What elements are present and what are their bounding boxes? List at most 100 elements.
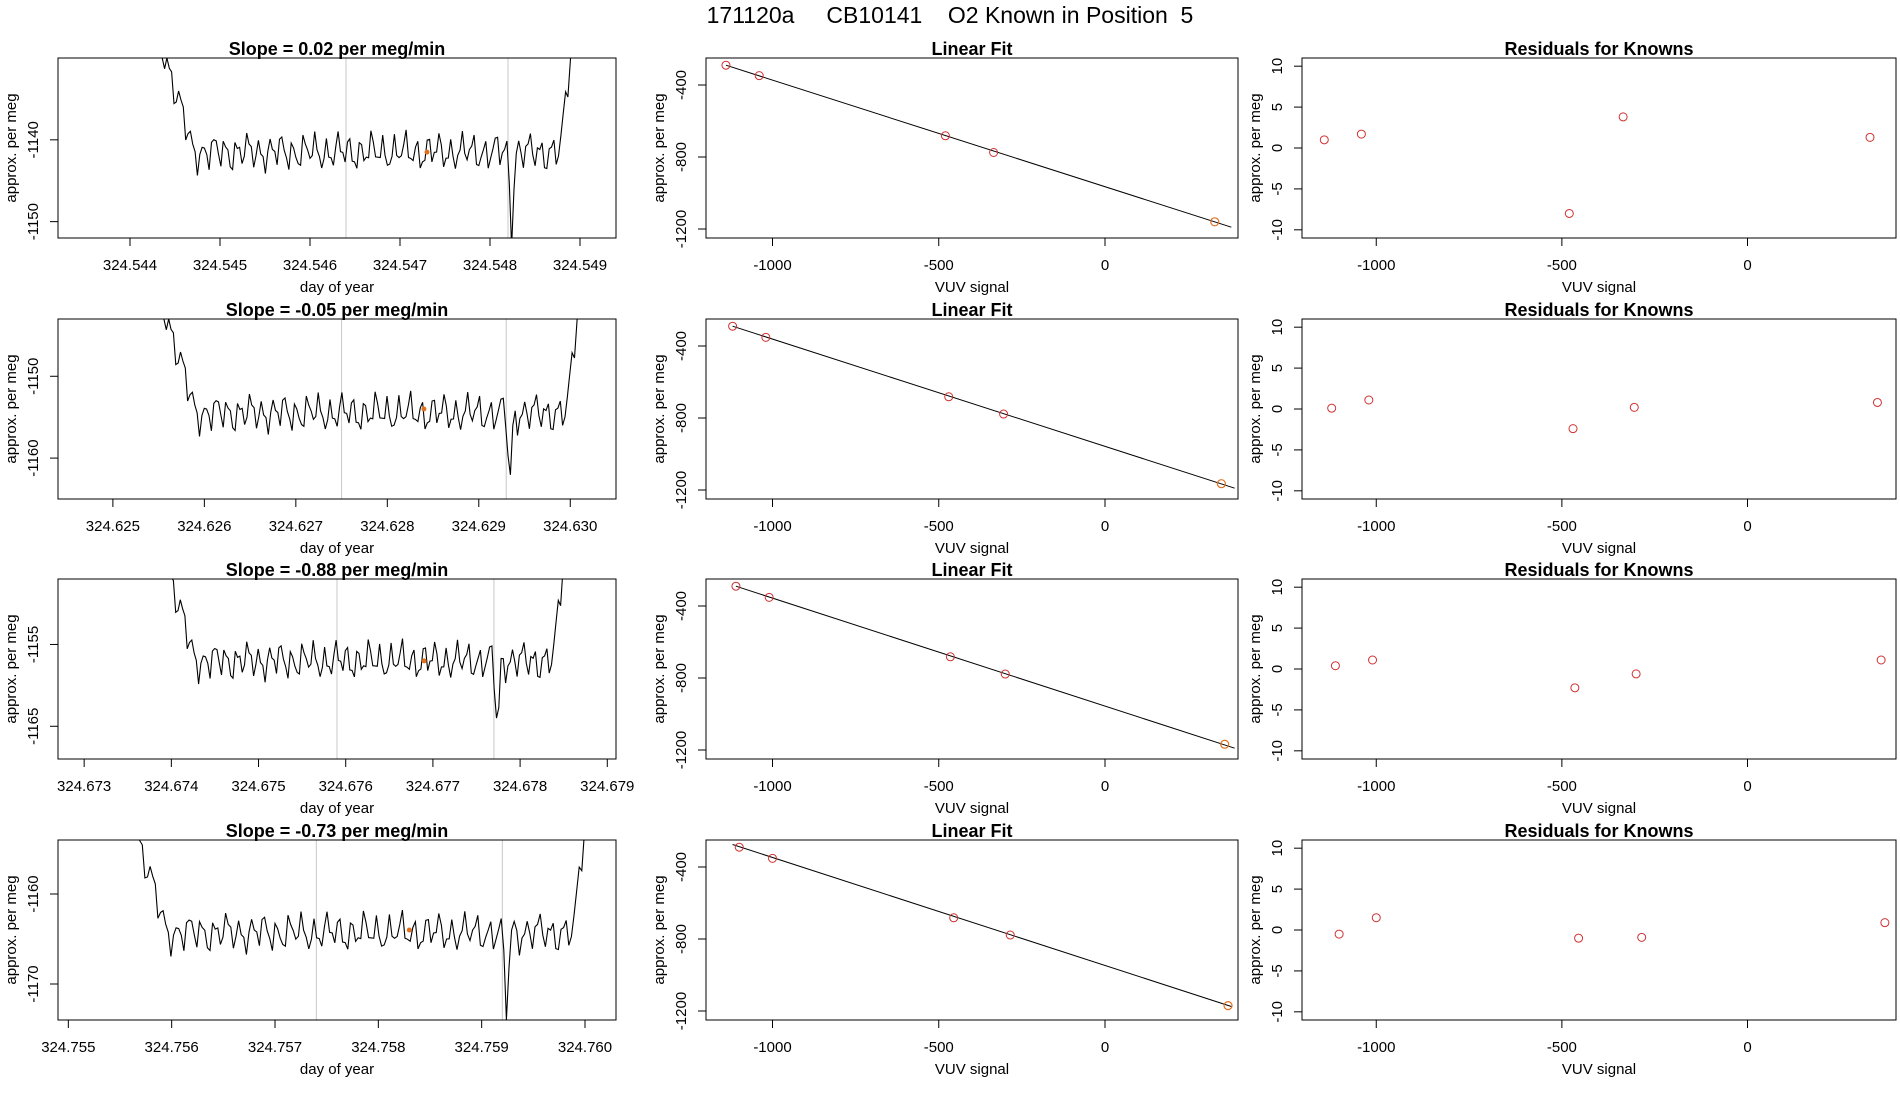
- y-tick-label: -400: [673, 331, 690, 361]
- data-point: [1637, 932, 1647, 942]
- data-point: [945, 652, 955, 662]
- data-point: [1005, 930, 1015, 940]
- data-point: [1568, 424, 1578, 434]
- data-point: [1000, 669, 1010, 679]
- data-point: [1872, 397, 1882, 407]
- x-tick-label: 324.758: [351, 1039, 405, 1056]
- x-tick-label: -1000: [1357, 1039, 1395, 1056]
- plot-area: [731, 581, 1235, 749]
- y-axis-label: approx. per meg: [1247, 614, 1264, 723]
- y-tick-label: -10: [1269, 480, 1286, 502]
- plot-area: [1327, 395, 1882, 434]
- x-tick-label: 324.674: [144, 778, 198, 795]
- panel-title: Slope = -0.05 per meg/min: [226, 300, 449, 320]
- panel-timeseries-row3: Slope = -0.73 per meg/min day of year appr…: [3, 821, 617, 1078]
- x-tick-label: -1000: [753, 1039, 791, 1056]
- panel-residuals-row2: Residuals for Knowns VUV signal approx. pe…: [1247, 560, 1897, 817]
- data-point: [1330, 661, 1340, 671]
- x-tick-label: 324.677: [406, 778, 460, 795]
- panel-title: Residuals for Knowns: [1504, 300, 1693, 320]
- plot-frame: [57, 318, 617, 500]
- data-trace: [171, 579, 563, 719]
- data-point: [1564, 208, 1574, 218]
- data-point: [721, 60, 731, 70]
- data-point: [1371, 913, 1381, 923]
- marker-point: [421, 658, 427, 664]
- panel-linear_fit-row0: Linear Fit VUV signal approx. per meg -1000…: [651, 39, 1239, 296]
- fit-line: [735, 585, 1235, 749]
- plot-frame: [1301, 57, 1897, 239]
- y-tick-label: -5: [1269, 964, 1286, 977]
- x-tick-label: -1000: [1357, 518, 1395, 535]
- x-tick-label: -500: [924, 257, 954, 274]
- y-tick-label: -800: [673, 142, 690, 172]
- data-point: [1631, 669, 1641, 679]
- y-axis-label: approx. per meg: [1247, 93, 1264, 202]
- x-tick-label: 0: [1743, 518, 1751, 535]
- y-tick-label: 10: [1269, 319, 1286, 336]
- plot-frame: [1301, 578, 1897, 760]
- y-tick-label: -1170: [25, 965, 42, 1002]
- marker-point: [421, 406, 427, 412]
- known-point: [1223, 1000, 1233, 1011]
- panel-timeseries-row1: Slope = -0.05 per meg/min day of year appr…: [3, 300, 617, 557]
- panel-title: Residuals for Knowns: [1504, 39, 1693, 59]
- data-point: [1574, 933, 1584, 943]
- x-tick-label: 324.548: [463, 257, 517, 274]
- data-point: [1368, 655, 1378, 665]
- plot-area: [1319, 112, 1875, 218]
- x-tick-label: 0: [1101, 257, 1109, 274]
- x-tick-label: 324.628: [360, 518, 414, 535]
- panel-title: Slope = -0.88 per meg/min: [226, 560, 449, 580]
- y-axis-label: approx. per meg: [651, 875, 668, 984]
- y-axis-label: approx. per meg: [3, 614, 20, 723]
- data-point: [999, 409, 1009, 419]
- data-point: [1356, 129, 1366, 139]
- data-point: [754, 71, 764, 81]
- x-tick-label: -1000: [753, 257, 791, 274]
- plot-area: [1330, 655, 1886, 693]
- y-tick-label: -5: [1269, 703, 1286, 716]
- plot-area: [1334, 913, 1890, 943]
- x-tick-label: 324.629: [452, 518, 506, 535]
- data-point: [1629, 402, 1639, 412]
- panel-residuals-row3: Residuals for Knowns VUV signal approx. pe…: [1247, 821, 1897, 1078]
- y-tick-label: 5: [1269, 885, 1286, 893]
- y-tick-label: -1160: [25, 439, 42, 476]
- y-tick-label: 0: [1269, 144, 1286, 152]
- y-tick-label: -1200: [673, 471, 690, 509]
- data-point: [1570, 683, 1580, 693]
- x-axis-label: VUV signal: [935, 279, 1009, 296]
- data-point: [1327, 403, 1337, 413]
- x-tick-label: 0: [1101, 518, 1109, 535]
- plot-frame: [57, 578, 617, 760]
- x-tick-label: 324.625: [86, 518, 140, 535]
- y-tick-label: -800: [673, 663, 690, 693]
- x-tick-label: 0: [1101, 1039, 1109, 1056]
- panel-title: Slope = 0.02 per meg/min: [229, 39, 446, 59]
- y-tick-label: -1200: [673, 992, 690, 1030]
- data-point: [734, 842, 744, 852]
- data-trace: [163, 319, 578, 475]
- y-tick-label: 10: [1269, 58, 1286, 75]
- marker-point: [424, 149, 430, 155]
- y-tick-label: -1165: [25, 708, 42, 745]
- x-axis-label: day of year: [300, 800, 374, 817]
- data-point: [731, 581, 741, 591]
- data-point: [1876, 655, 1886, 665]
- x-tick-label: 0: [1743, 1039, 1751, 1056]
- x-tick-label: 324.759: [455, 1039, 509, 1056]
- y-tick-label: 0: [1269, 926, 1286, 934]
- panel-title: Linear Fit: [931, 300, 1012, 320]
- marker-point: [406, 927, 412, 933]
- x-axis-label: VUV signal: [935, 800, 1009, 817]
- x-axis-label: VUV signal: [935, 1061, 1009, 1078]
- y-axis-label: approx. per meg: [651, 354, 668, 463]
- x-tick-label: 0: [1101, 778, 1109, 795]
- fit-line: [732, 844, 1232, 1007]
- known-point: [1220, 739, 1230, 749]
- y-tick-label: 5: [1269, 364, 1286, 372]
- x-tick-label: 324.630: [543, 518, 597, 535]
- panel-title: Slope = -0.73 per meg/min: [226, 821, 449, 841]
- x-tick-label: 324.627: [269, 518, 323, 535]
